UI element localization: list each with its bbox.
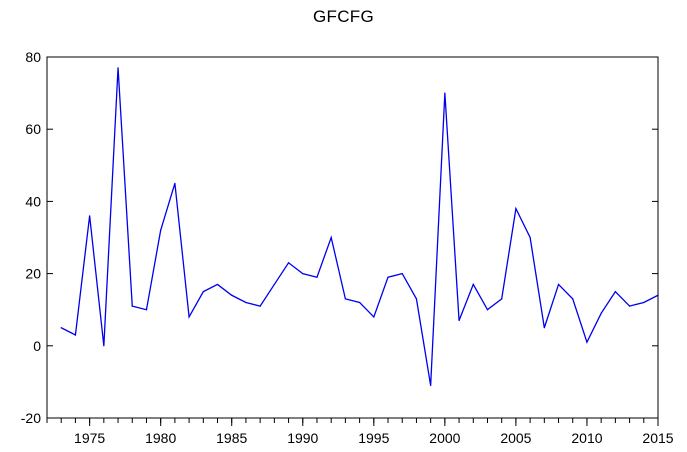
y-tick-label: 20: [25, 266, 41, 282]
data-point: [202, 291, 204, 293]
data-point: [643, 301, 645, 304]
y-tick-label: 0: [33, 338, 41, 354]
data-point: [529, 236, 531, 239]
series-layer: [60, 67, 659, 387]
data-point: [302, 273, 304, 275]
y-tick-label: 60: [25, 121, 41, 137]
y-tick-label: 80: [25, 49, 41, 65]
data-point: [614, 291, 616, 293]
data-point: [117, 67, 119, 69]
data-point: [231, 294, 233, 296]
data-point: [259, 305, 261, 307]
data-point: [543, 327, 545, 329]
data-point: [74, 334, 77, 336]
data-point: [557, 283, 560, 286]
data-point: [287, 262, 290, 264]
data-point: [103, 345, 105, 347]
x-tick-label: 1990: [287, 430, 318, 446]
data-point: [415, 298, 418, 300]
data-point: [586, 341, 588, 343]
data-point: [330, 236, 332, 239]
data-point: [515, 208, 517, 210]
data-point: [273, 283, 275, 286]
x-tick-label: 1985: [216, 430, 247, 446]
data-point: [600, 312, 602, 314]
y-tick-label: 40: [25, 193, 41, 209]
data-point: [373, 316, 375, 318]
series-line: [60, 67, 659, 386]
data-point: [89, 215, 91, 217]
y-tick-label: -20: [21, 410, 41, 426]
x-tick-label: 2010: [571, 430, 602, 446]
chart-title: GFCFG: [313, 7, 374, 26]
data-point: [387, 276, 389, 278]
x-tick-label: 1975: [74, 430, 105, 446]
data-point: [572, 298, 574, 300]
data-point: [430, 384, 432, 387]
data-point: [60, 327, 62, 329]
data-point: [359, 301, 361, 304]
data-point: [628, 305, 631, 307]
plot-frame: [46, 56, 659, 419]
data-point: [344, 298, 346, 300]
data-point: [401, 273, 403, 275]
data-point: [316, 276, 318, 278]
data-point: [458, 319, 460, 322]
data-point: [188, 316, 190, 318]
data-point: [216, 283, 219, 286]
data-point: [486, 309, 489, 311]
data-point: [145, 309, 148, 311]
x-tick-label: 2015: [642, 430, 673, 446]
x-tick-label: 1980: [145, 430, 176, 446]
data-point: [501, 298, 503, 300]
data-point: [444, 92, 446, 94]
data-point: [472, 283, 474, 286]
data-point: [174, 182, 176, 184]
x-axis-ticks: 1975 1980 1985 1990 1995 2000 2005 2010 2015: [46, 418, 674, 446]
x-tick-label: 2000: [429, 430, 460, 446]
data-point: [160, 229, 162, 231]
x-tick-label: 2005: [500, 430, 531, 446]
x-tick-label: 1995: [358, 430, 389, 446]
data-point: [131, 305, 133, 307]
data-point: [245, 301, 247, 304]
y-axis-ticks: -20 0 20 40 60 80: [21, 49, 658, 426]
